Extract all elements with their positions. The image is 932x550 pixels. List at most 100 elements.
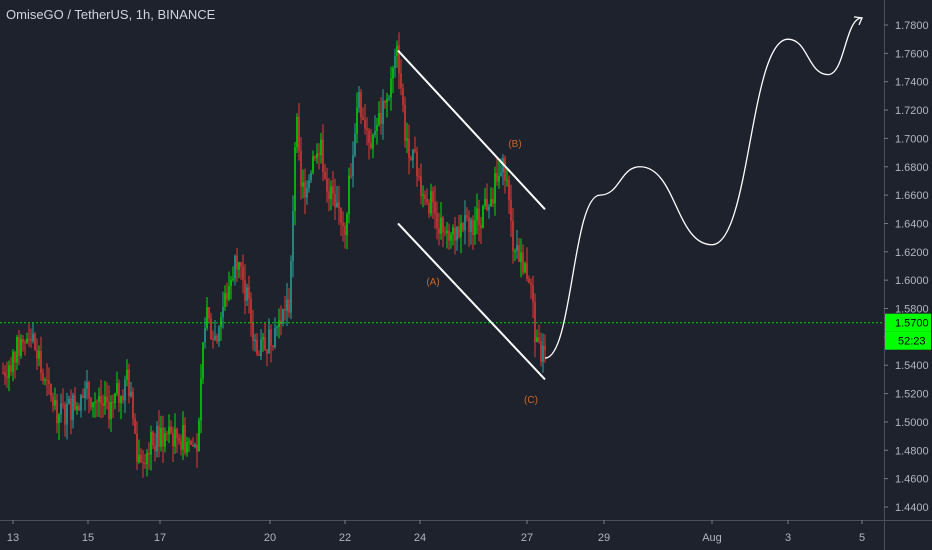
candle-body [80, 395, 82, 411]
candle-body [544, 345, 546, 351]
x-tick-label: 24 [414, 532, 426, 544]
candle-body [64, 404, 66, 425]
x-tick-label: 15 [82, 532, 94, 544]
candle-body [74, 395, 76, 410]
candle-body [70, 398, 72, 421]
y-tick-label: 1.4800 [895, 445, 929, 457]
candle-body [178, 437, 180, 441]
countdown-label: 52:23 [898, 336, 926, 348]
candle-body [496, 173, 498, 182]
wave-label: (C) [524, 395, 538, 406]
current-price-label: 1.5700 [895, 318, 929, 330]
candle-body [520, 252, 522, 262]
candle-body [116, 382, 118, 394]
candle-body [226, 293, 228, 300]
candle-body [230, 279, 232, 287]
candle-body [452, 227, 454, 235]
candle-body [148, 453, 150, 455]
candle-body [244, 280, 246, 301]
candle-body [518, 245, 520, 262]
candle-body [282, 308, 284, 325]
candle-body [96, 401, 98, 403]
x-tick-label: 13 [7, 532, 19, 544]
candle-body [150, 432, 152, 455]
candle-body [538, 337, 540, 342]
candle-body [256, 339, 258, 355]
candle-body [170, 426, 172, 433]
candle-body [152, 432, 154, 446]
candle-body [276, 326, 278, 328]
candle-body [46, 379, 48, 381]
candle-body [6, 376, 8, 378]
candle-body [52, 396, 54, 406]
candle-body [122, 395, 124, 401]
candle-body [66, 403, 68, 425]
candle-body [444, 232, 446, 234]
y-tick-label: 1.7800 [895, 20, 929, 32]
candle-body [274, 327, 276, 347]
candle-body [474, 220, 476, 236]
candle-body [540, 341, 542, 362]
x-tick-label: 3 [785, 532, 791, 544]
candle-body [508, 179, 510, 201]
candle-body [344, 225, 346, 235]
x-tick-label: 17 [154, 532, 166, 544]
candle-body [76, 406, 78, 410]
candle-body [16, 336, 18, 363]
candle-body [346, 214, 348, 235]
candle-body [322, 139, 324, 173]
candle-body [192, 445, 194, 447]
candle-body [512, 220, 514, 252]
projection-curve[interactable] [544, 17, 863, 359]
x-tick-label: 5 [859, 532, 865, 544]
candle-body [334, 193, 336, 208]
candle-body [460, 223, 462, 238]
candle-body [294, 147, 296, 212]
channel-lower-line[interactable] [397, 222, 546, 381]
candle-body [30, 338, 32, 342]
candle-body [32, 333, 34, 342]
candle-body [174, 428, 176, 447]
candle-body [98, 396, 100, 402]
candle-body [162, 427, 164, 447]
candle-body [328, 191, 330, 200]
candle-body [140, 454, 142, 463]
candle-body [368, 130, 370, 143]
candle-body [102, 403, 104, 406]
y-tick-label: 1.5800 [895, 304, 929, 316]
candle-body [228, 286, 230, 300]
candle-body [156, 425, 158, 452]
candle-body [154, 445, 156, 452]
candle-body [426, 199, 428, 203]
candle-body [348, 175, 350, 215]
wave-label: (A) [426, 277, 439, 288]
candle-body [284, 308, 286, 311]
candle-body [534, 301, 536, 343]
candle-body [332, 186, 334, 194]
y-tick-label: 1.5400 [895, 360, 929, 372]
candle-body [34, 333, 36, 351]
candle-body [206, 307, 208, 329]
candle-body [172, 432, 174, 447]
candle-body [408, 138, 410, 158]
candle-body [296, 116, 298, 148]
candle-body [414, 149, 416, 152]
candle-body [404, 104, 406, 141]
candle-body [58, 414, 60, 424]
candle-body [446, 230, 448, 234]
candle-body [500, 172, 502, 177]
channel-upper-line[interactable] [397, 49, 546, 210]
candle-body [26, 338, 28, 343]
candle-body [410, 157, 412, 161]
candle-body [306, 188, 308, 198]
candle-body [470, 219, 472, 232]
candle-body [44, 379, 46, 381]
candle-body [436, 213, 438, 228]
candle-body [528, 278, 530, 284]
candle-body [246, 287, 248, 301]
candle-body [402, 87, 404, 105]
candle-body [418, 176, 420, 178]
candle-body [176, 428, 178, 438]
candle-body [320, 139, 322, 156]
